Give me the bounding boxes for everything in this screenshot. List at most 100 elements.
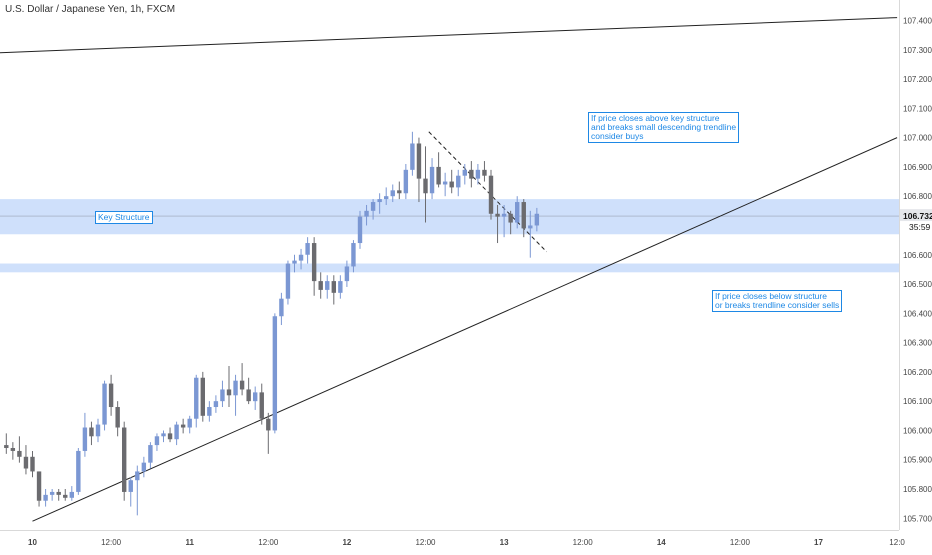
candle-body <box>63 495 67 498</box>
candle-body <box>220 389 224 401</box>
time-tick-label: 12:00 <box>730 538 751 547</box>
candle-body <box>30 457 34 472</box>
candle-body <box>181 425 185 428</box>
countdown-value: 35:59 <box>909 222 931 232</box>
candle-body <box>161 433 165 436</box>
candle-body <box>364 211 368 217</box>
candle-body <box>70 492 74 498</box>
candle-body <box>89 428 93 437</box>
candle-body <box>522 202 526 228</box>
candle-body <box>410 143 414 169</box>
candles-layer <box>4 132 539 516</box>
candle-body <box>260 392 264 418</box>
candle-body <box>436 167 440 185</box>
price-tick-label: 107.000 <box>903 134 932 143</box>
candle-body <box>345 266 349 281</box>
candle-body <box>57 492 61 495</box>
candle-body <box>397 190 401 193</box>
candle-body <box>423 179 427 194</box>
candle-body <box>240 381 244 390</box>
candle-body <box>286 264 290 299</box>
candle-body <box>528 225 532 228</box>
candle-body <box>489 176 493 214</box>
candle-body <box>417 143 421 178</box>
price-axis[interactable]: 107.400107.300107.200107.100107.000106.9… <box>900 0 932 530</box>
candle-body <box>476 170 480 179</box>
candle-body <box>430 167 434 193</box>
candle-body <box>515 202 519 222</box>
candle-body <box>201 378 205 416</box>
candle-body <box>24 457 28 469</box>
candle-body <box>273 316 277 430</box>
price-tick-label: 106.000 <box>903 426 932 435</box>
candle-body <box>535 214 539 226</box>
price-tick-label: 106.100 <box>903 397 932 406</box>
candle-body <box>325 281 329 290</box>
candle-body <box>443 182 447 185</box>
candle-body <box>83 428 87 451</box>
trendline-2 <box>33 138 898 522</box>
candle-body <box>168 433 172 439</box>
price-tick-label: 107.400 <box>903 16 932 25</box>
candle-body <box>148 445 152 463</box>
time-tick-label: 13 <box>500 538 509 547</box>
price-tick-label: 105.800 <box>903 485 932 494</box>
price-tick-label: 106.600 <box>903 251 932 260</box>
chart-title: U.S. Dollar / Japanese Yen, 1h, FXCM <box>5 4 175 15</box>
note-sells: If price closes below structure or break… <box>712 290 842 312</box>
candle-body <box>482 170 486 176</box>
candle-body <box>194 378 198 419</box>
candle-body <box>299 255 303 261</box>
price-tick-label: 106.500 <box>903 280 932 289</box>
time-tick-label: 12:00 <box>258 538 279 547</box>
candle-body <box>292 261 296 264</box>
candle-body <box>129 480 133 492</box>
price-tick-label: 106.300 <box>903 339 932 348</box>
candle-body <box>377 199 381 202</box>
candle-body <box>312 243 316 281</box>
time-tick-label: 12:00 <box>573 538 594 547</box>
price-tag-value: 106.732 <box>903 211 932 221</box>
candle-body <box>188 419 192 428</box>
candle-body <box>37 471 41 500</box>
candle-body <box>102 384 106 425</box>
candle-body <box>50 492 54 495</box>
candle-body <box>233 381 237 396</box>
candle-body <box>76 451 80 492</box>
candle-body <box>115 407 119 427</box>
candle-body <box>207 407 211 416</box>
time-tick-label: 14 <box>657 538 666 547</box>
candle-body <box>135 471 139 480</box>
time-tick-label: 12 <box>342 538 351 547</box>
candle-body <box>502 214 506 217</box>
candle-body <box>142 463 146 472</box>
candle-body <box>391 190 395 196</box>
time-tick-label: 12:00 <box>415 538 436 547</box>
candle-body <box>11 448 15 451</box>
time-tick-label: 12:0 <box>889 538 905 547</box>
candle-body <box>469 170 473 179</box>
candle-body <box>351 243 355 266</box>
price-tick-label: 107.100 <box>903 104 932 113</box>
price-tick-label: 106.400 <box>903 309 932 318</box>
candle-body <box>508 214 512 223</box>
time-tick-label: 12:00 <box>101 538 122 547</box>
time-tick-label: 17 <box>814 538 823 547</box>
candle-body <box>174 425 178 440</box>
trendline-1 <box>0 18 897 53</box>
candle-body <box>246 389 250 401</box>
candle-body <box>155 436 159 445</box>
candle-body <box>404 170 408 193</box>
price-tick-label: 105.900 <box>903 456 932 465</box>
key-structure-label: Key Structure <box>95 211 153 224</box>
candle-body <box>4 445 8 448</box>
price-tick-label: 107.300 <box>903 46 932 55</box>
price-tick-label: 107.200 <box>903 75 932 84</box>
candle-body <box>358 217 362 243</box>
candle-body <box>305 243 309 255</box>
time-tick-label: 10 <box>28 538 37 547</box>
candle-body <box>253 392 257 401</box>
